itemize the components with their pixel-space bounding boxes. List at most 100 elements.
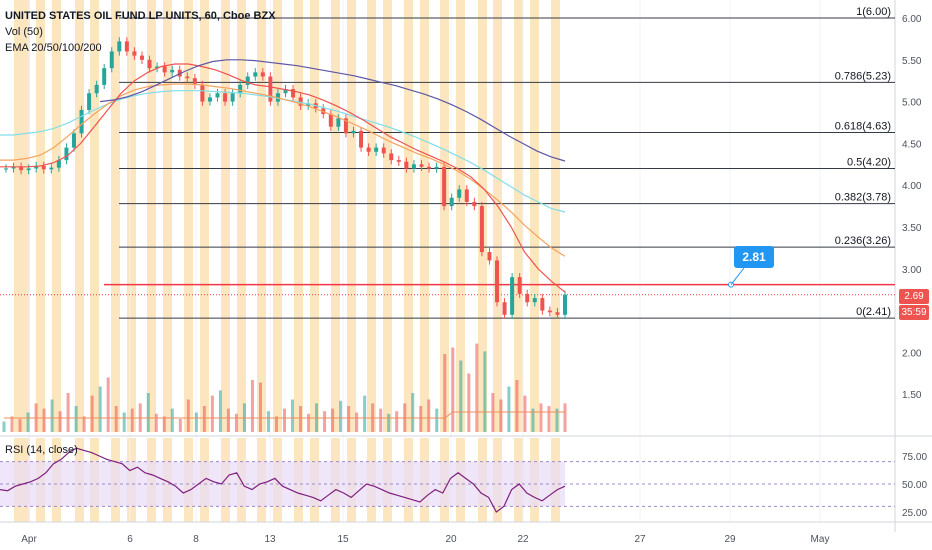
- volume-bar: [130, 408, 134, 432]
- candle-body: [389, 153, 394, 161]
- candle-body: [547, 310, 552, 313]
- volume-bar: [323, 411, 327, 432]
- candle-body: [411, 164, 416, 169]
- session-band: [294, 0, 303, 432]
- candle-body: [487, 252, 492, 261]
- fib-level-label: 0.236(3.26): [835, 235, 891, 247]
- candle-body: [87, 93, 92, 110]
- time-tick-label: Apr: [21, 534, 37, 545]
- volume-bar: [283, 408, 286, 432]
- candle-body: [510, 277, 515, 315]
- candle-body: [464, 189, 469, 202]
- volume-bar: [178, 419, 182, 432]
- volume-bar: [379, 408, 383, 432]
- candle-body: [185, 76, 190, 79]
- callout-pointer: [730, 267, 745, 285]
- volume-bar: [339, 400, 343, 432]
- fib-level-label: 0.5(4.20): [847, 156, 891, 168]
- rsi-indicator-label[interactable]: RSI (14, close): [5, 444, 78, 456]
- volume-bar: [154, 413, 158, 432]
- time-tick-label: May: [811, 534, 830, 545]
- volume-bar: [451, 347, 455, 432]
- volume-bar: [90, 395, 94, 432]
- candle-body: [502, 302, 507, 315]
- session-band: [127, 0, 136, 432]
- price-tick-label: 4.00: [902, 181, 922, 192]
- volume-bar: [210, 395, 214, 432]
- candle-body: [41, 165, 46, 170]
- volume-bar: [427, 399, 431, 432]
- price-tick-label: 2.00: [902, 348, 922, 359]
- volume-indicator-label[interactable]: Vol (50): [5, 26, 43, 38]
- rsi-line: [0, 447, 566, 513]
- session-band: [221, 0, 230, 432]
- volume-bar: [483, 351, 487, 432]
- volume-bar: [347, 406, 351, 432]
- volume-bar: [2, 421, 6, 432]
- volume-bar: [419, 406, 423, 432]
- candle-body: [4, 168, 8, 170]
- countdown-tag: 35:59: [899, 305, 929, 320]
- price-tick-label: 5.50: [902, 56, 922, 67]
- candle-body: [479, 206, 484, 253]
- volume-bar: [162, 416, 166, 432]
- candle-body: [215, 93, 220, 98]
- candle-body: [109, 51, 114, 69]
- candle-body: [200, 84, 205, 102]
- candle-body: [117, 41, 122, 52]
- fib-level-label: 0.786(5.23): [835, 70, 891, 82]
- volume-bar: [475, 343, 479, 432]
- session-band: [75, 0, 84, 432]
- session-band: [200, 0, 209, 432]
- volume-bar: [355, 412, 359, 432]
- volume-bar: [226, 408, 230, 432]
- fib-level-label: 0(2.41): [856, 306, 891, 318]
- session-band: [514, 0, 523, 432]
- volume-bar: [387, 413, 391, 432]
- session-band: [530, 0, 539, 432]
- volume-bar: [74, 406, 78, 432]
- session-band: [420, 0, 429, 432]
- session-band: [331, 0, 340, 432]
- candle-body: [404, 161, 409, 169]
- rsi-tick-label: 50.00: [902, 480, 927, 491]
- price-tick-label: 3.00: [902, 265, 922, 276]
- session-band: [147, 0, 156, 432]
- price-tick-label: 4.50: [902, 139, 922, 150]
- candle-body: [517, 277, 522, 294]
- candle-body: [442, 166, 447, 207]
- candle-body: [427, 166, 432, 169]
- candle-body: [79, 109, 84, 134]
- fib-level-label: 0.382(3.78): [835, 192, 891, 204]
- candle-body: [170, 69, 175, 73]
- price-callout[interactable]: 2.81: [734, 246, 774, 268]
- volume-bar: [218, 390, 222, 432]
- volume-bar: [42, 408, 46, 432]
- candle-body: [192, 78, 197, 85]
- candle-body: [366, 147, 371, 152]
- candle-body: [298, 97, 303, 106]
- candle-body: [351, 130, 356, 134]
- candle-body: [34, 165, 39, 169]
- volume-bar: [331, 408, 335, 432]
- ema-indicator-label[interactable]: EMA 20/50/100/200: [5, 42, 102, 54]
- volume-bar: [82, 416, 86, 432]
- ema50-line: [0, 83, 566, 257]
- volume-bar: [443, 354, 447, 432]
- session-band: [111, 0, 120, 432]
- volume-bar: [18, 419, 22, 432]
- volume-ma-line: [4, 411, 565, 419]
- session-band: [273, 0, 282, 432]
- candle-body: [268, 76, 273, 102]
- volume-bar: [307, 413, 311, 432]
- volume-bar: [98, 386, 102, 432]
- volume-bar: [194, 412, 198, 432]
- volume-bar: [170, 408, 174, 432]
- volume-bar: [547, 406, 551, 432]
- fib-level-label: 1(6.00): [856, 6, 891, 18]
- candle-body: [540, 298, 545, 311]
- candle-body: [238, 84, 243, 94]
- candle-body: [94, 84, 99, 94]
